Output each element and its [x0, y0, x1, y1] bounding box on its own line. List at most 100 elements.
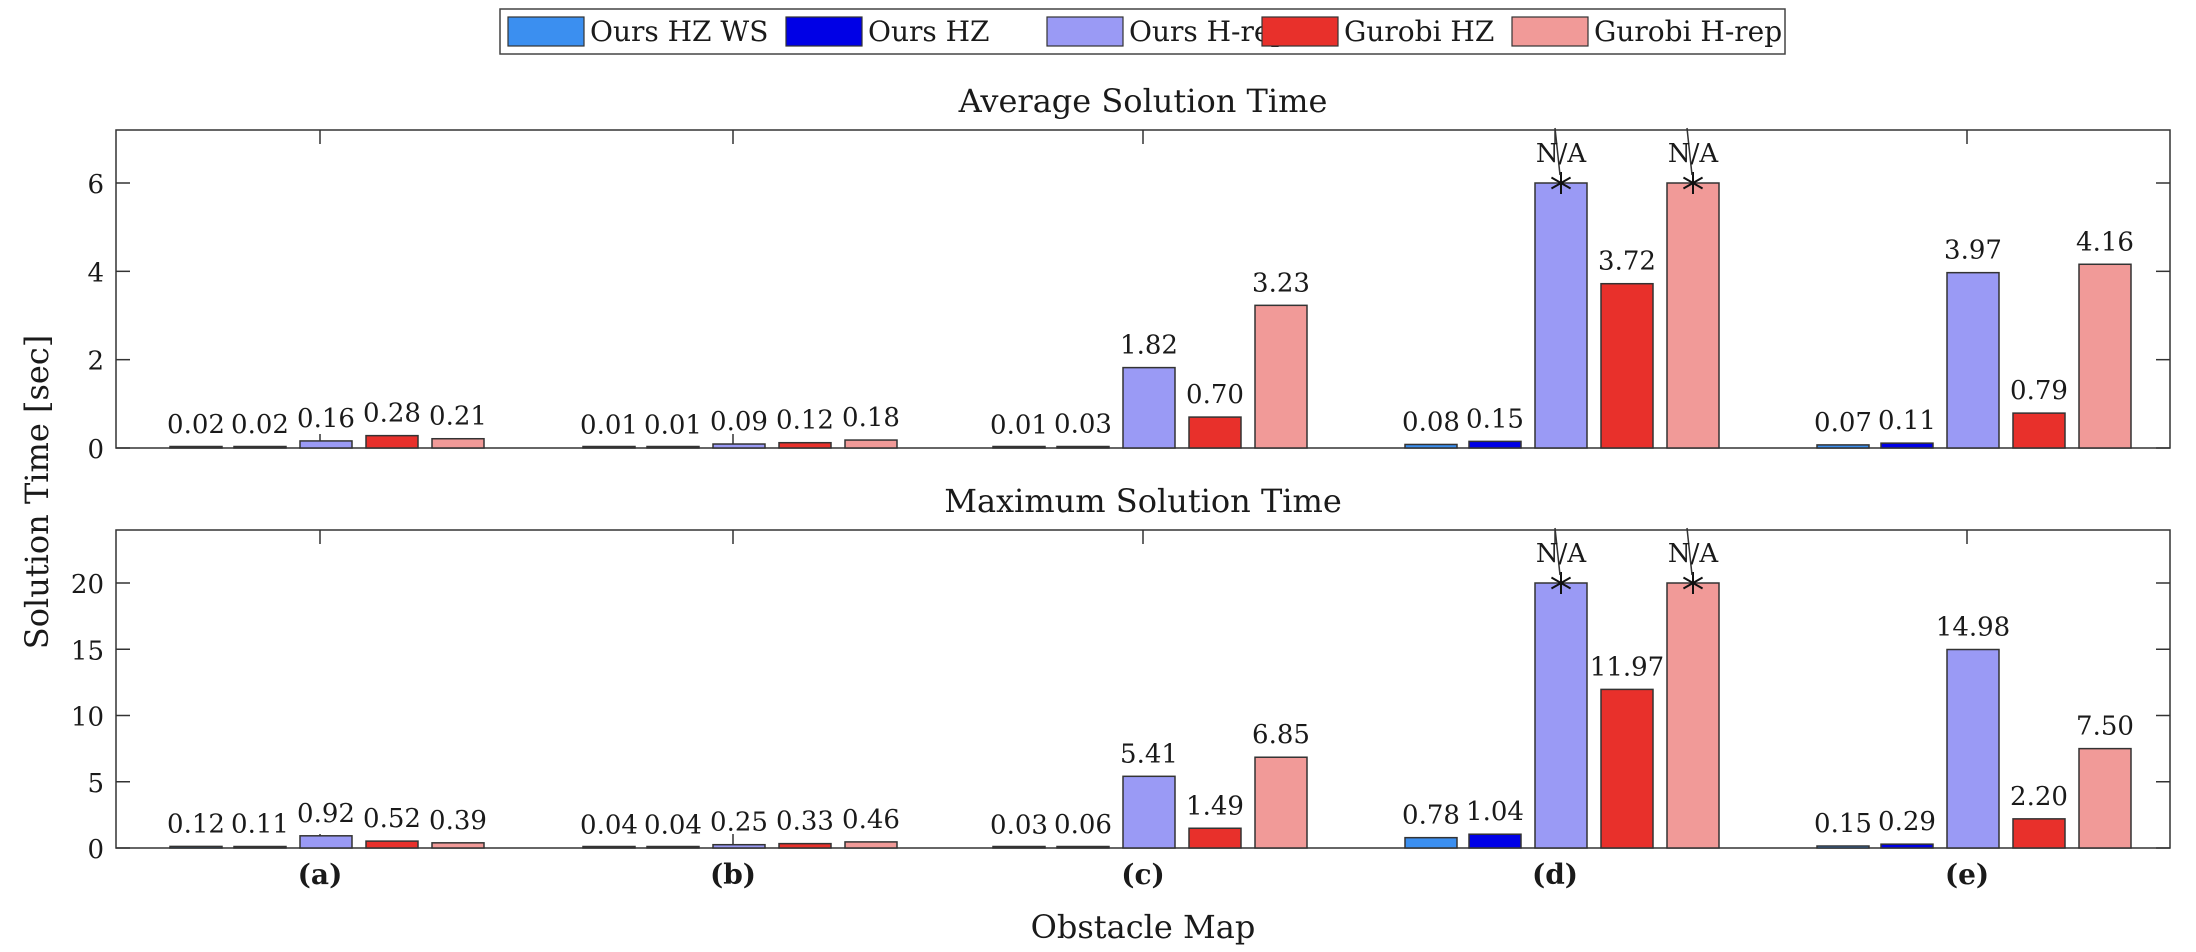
- data-label: N/A: [1536, 539, 1588, 569]
- bar: [1404, 836, 1458, 849]
- bar: [1254, 756, 1308, 849]
- bar: [1816, 444, 1870, 449]
- x-axis-label: Obstacle Map: [1031, 908, 1256, 946]
- data-label: 3.97: [1944, 236, 2002, 266]
- y-tick-label: 0: [87, 435, 104, 465]
- bar: [299, 835, 353, 849]
- data-label: 6.85: [1252, 720, 1310, 750]
- bar: [992, 845, 1046, 849]
- y-tick-label: 5: [87, 769, 104, 799]
- bar: [1816, 845, 1870, 849]
- bar: [844, 439, 898, 449]
- bar: [299, 440, 353, 449]
- na-marker: [1682, 176, 1704, 190]
- bar: [712, 443, 766, 449]
- bar: [1600, 282, 1654, 449]
- data-label: 1.49: [1186, 791, 1244, 821]
- bar: [431, 842, 485, 849]
- legend-label: Gurobi H-rep: [1594, 15, 1782, 48]
- data-label: 0.33: [776, 807, 834, 837]
- bar: [1534, 182, 1588, 449]
- data-label: 14.98: [1936, 613, 2010, 643]
- data-label: 3.23: [1252, 268, 1310, 298]
- data-label: 0.02: [167, 410, 225, 440]
- bar: [365, 434, 419, 449]
- y-tick-label: 10: [71, 703, 104, 733]
- bar: [169, 445, 223, 449]
- x-tick-label: (b): [710, 858, 756, 891]
- bar: [778, 842, 832, 849]
- data-label: 0.03: [1054, 410, 1112, 440]
- bar: [646, 445, 700, 449]
- data-label: 0.02: [231, 410, 289, 440]
- bar: [1122, 366, 1176, 449]
- data-label: 0.79: [2010, 376, 2068, 406]
- data-label: 2.20: [2010, 782, 2068, 812]
- data-label: N/A: [1536, 139, 1588, 169]
- legend-swatch: [507, 16, 585, 47]
- data-label: N/A: [1668, 139, 1720, 169]
- bar: [1056, 445, 1110, 449]
- bar: [2012, 818, 2066, 849]
- x-tick-label: (a): [298, 858, 343, 891]
- data-label: 0.12: [776, 406, 834, 436]
- data-label: 0.03: [990, 811, 1048, 841]
- data-label: 0.04: [644, 810, 702, 840]
- bar: [1468, 833, 1522, 849]
- na-marker: [1550, 576, 1572, 590]
- data-label: N/A: [1668, 539, 1720, 569]
- data-label: 0.21: [429, 402, 487, 432]
- na-marker: [1550, 176, 1572, 190]
- legend: Ours HZ WS Ours HZ Ours H-rep Gurobi HZ Guro…: [499, 8, 1786, 55]
- data-label: 0.11: [1878, 406, 1936, 436]
- bar: [1946, 648, 2000, 849]
- y-tick-label: 4: [87, 258, 104, 288]
- bar: [1254, 304, 1308, 449]
- y-tick-label: 6: [87, 170, 104, 200]
- data-label: 0.01: [644, 411, 702, 441]
- bar: [1600, 688, 1654, 849]
- x-tick-label: (e): [1945, 858, 1989, 891]
- data-label: 0.46: [842, 805, 900, 835]
- data-label: 3.72: [1598, 247, 1656, 277]
- data-label: 0.06: [1054, 810, 1112, 840]
- bar: [1056, 845, 1110, 849]
- data-label: 0.78: [1402, 801, 1460, 831]
- data-label: 11.97: [1590, 652, 1664, 682]
- legend-label: Ours HZ WS: [590, 15, 768, 48]
- bar: [1404, 443, 1458, 449]
- legend-swatch: [1046, 16, 1124, 47]
- data-label: 0.18: [842, 403, 900, 433]
- bar: [1666, 182, 1720, 449]
- bar: [1880, 843, 1934, 849]
- na-leader: [1686, 127, 1693, 176]
- data-label: 0.39: [429, 806, 487, 836]
- bar: [582, 845, 636, 849]
- data-label: 4.16: [2076, 227, 2134, 257]
- bar: [992, 445, 1046, 449]
- data-label: 0.01: [990, 411, 1048, 441]
- bar: [1188, 827, 1242, 849]
- data-label: 0.70: [1186, 380, 1244, 410]
- x-tick-label: (c): [1121, 858, 1165, 891]
- data-label: 0.11: [231, 810, 289, 840]
- bar: [844, 841, 898, 849]
- bar: [233, 445, 287, 449]
- chart-title: Maximum Solution Time: [944, 482, 1342, 520]
- data-label: 0.92: [297, 799, 355, 829]
- data-label: 0.08: [1402, 407, 1460, 437]
- bar: [2012, 412, 2066, 449]
- data-label: 1.82: [1120, 331, 1178, 361]
- data-label: 0.25: [710, 808, 768, 838]
- y-tick-label: 2: [87, 347, 104, 377]
- y-tick-label: 0: [87, 835, 104, 865]
- bar: [1122, 775, 1176, 849]
- x-tick-label: (d): [1532, 858, 1578, 891]
- legend-swatch: [1261, 16, 1339, 47]
- bar: [1188, 416, 1242, 449]
- data-label: 7.50: [2076, 712, 2134, 742]
- y-tick-label: 15: [71, 636, 104, 666]
